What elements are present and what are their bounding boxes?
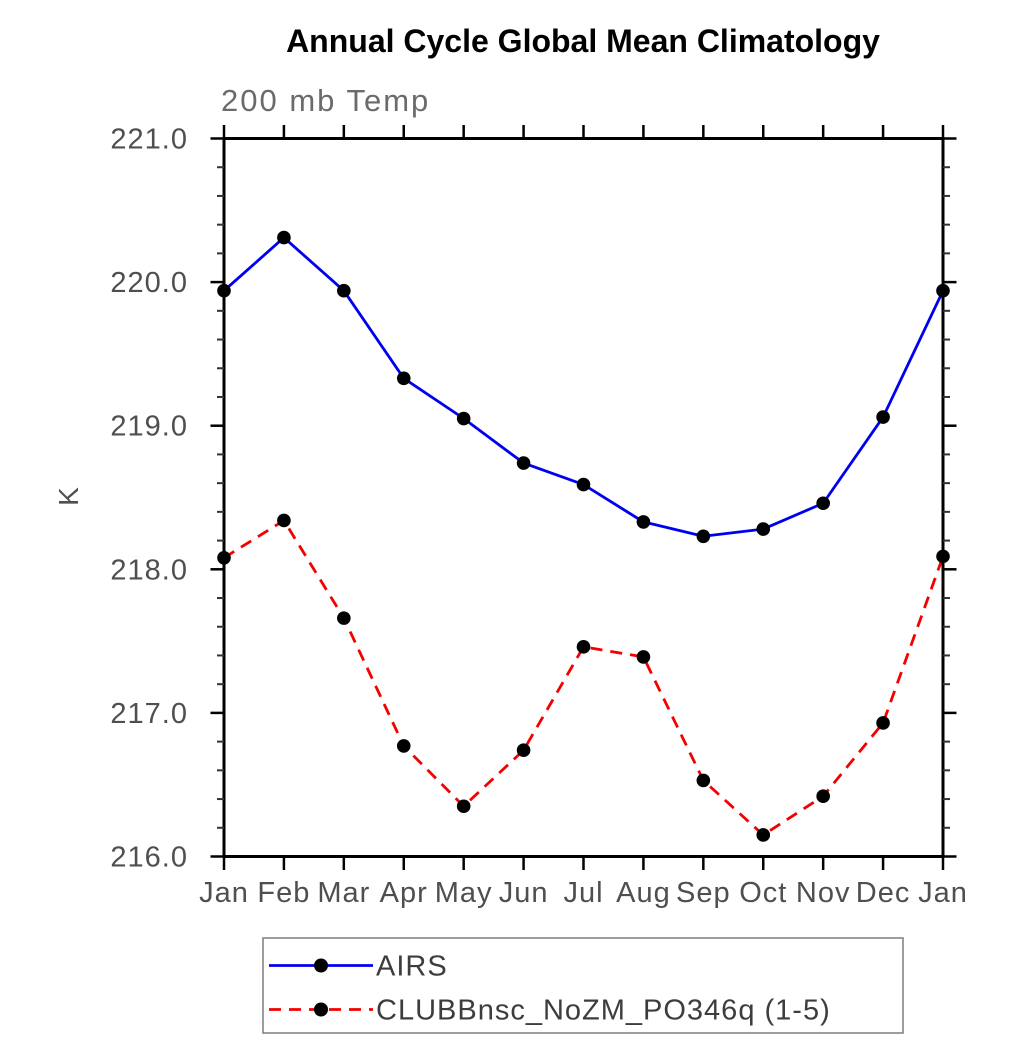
series-line-clubb	[223, 519, 945, 837]
data-point-marker	[636, 515, 651, 529]
data-point-marker	[456, 411, 471, 426]
y-tick-label: 218.0	[110, 554, 188, 586]
y-tick-label: 219.0	[110, 411, 188, 443]
y-tick-label: 217.0	[110, 698, 188, 730]
x-tick-label: Sep	[676, 877, 731, 909]
axis-ticks	[210, 125, 957, 870]
x-tick-label: Oct	[739, 877, 787, 909]
chart-title: Annual Cycle Global Mean Climatology	[286, 23, 880, 59]
data-point-marker	[516, 743, 531, 758]
data-point-marker	[876, 716, 890, 730]
x-tick-label: Jan	[199, 877, 249, 909]
y-axis-label: K	[53, 486, 84, 506]
series-lines	[217, 230, 950, 842]
x-tick-label: May	[435, 877, 493, 909]
data-point-marker	[876, 410, 890, 424]
data-point-marker	[816, 789, 830, 803]
data-point-marker	[756, 522, 771, 536]
series-line-airs	[223, 236, 945, 538]
legend-box	[262, 937, 904, 1034]
data-point-marker	[217, 551, 231, 565]
data-point-marker	[636, 650, 651, 664]
data-point-marker	[576, 477, 591, 492]
data-point-marker	[337, 611, 351, 625]
data-point-marker	[396, 371, 411, 386]
data-point-marker	[277, 230, 291, 245]
y-tick-label: 221.0	[110, 124, 188, 156]
axis-tick-labels: Jan Feb Mar Apr May Jun Jul Aug Sep Oct Nov Dec Jan2…	[110, 124, 968, 910]
data-point-marker	[816, 496, 830, 511]
data-point-marker	[277, 513, 291, 528]
legend: AIRS CLUBBnsc_NoZM_PO346q (1-5)	[262, 937, 904, 1034]
x-tick-label: Apr	[380, 877, 428, 909]
data-point-marker	[456, 799, 471, 814]
data-point-marker	[516, 456, 531, 470]
plot-box	[222, 137, 945, 858]
legend-label-clubb: CLUBBnsc_NoZM_PO346q (1-5)	[376, 995, 831, 1027]
x-tick-label: Aug	[616, 877, 671, 909]
legend-label-airs: AIRS	[376, 951, 448, 983]
data-point-marker	[337, 283, 351, 298]
x-tick-label: Nov	[796, 877, 851, 909]
x-tick-label: Jan	[918, 877, 968, 909]
data-point-marker	[696, 529, 711, 544]
x-tick-label: Dec	[856, 877, 911, 909]
data-point-marker	[936, 283, 950, 298]
x-tick-label: Mar	[317, 877, 370, 909]
legend-marker-clubb	[314, 1002, 328, 1017]
data-point-marker	[396, 739, 411, 753]
x-tick-label: Jul	[563, 877, 603, 909]
data-point-marker	[756, 828, 771, 842]
chart-subtitle: 200 mb Temp	[221, 83, 430, 118]
x-tick-label: Feb	[257, 877, 310, 909]
data-point-marker	[936, 549, 950, 564]
data-point-marker	[217, 283, 231, 298]
legend-marker-airs	[314, 958, 328, 973]
data-point-marker	[576, 640, 591, 654]
y-tick-label: 216.0	[110, 842, 188, 874]
x-tick-label: Jun	[499, 877, 549, 909]
data-point-marker	[696, 773, 711, 788]
y-tick-label: 220.0	[110, 267, 188, 299]
